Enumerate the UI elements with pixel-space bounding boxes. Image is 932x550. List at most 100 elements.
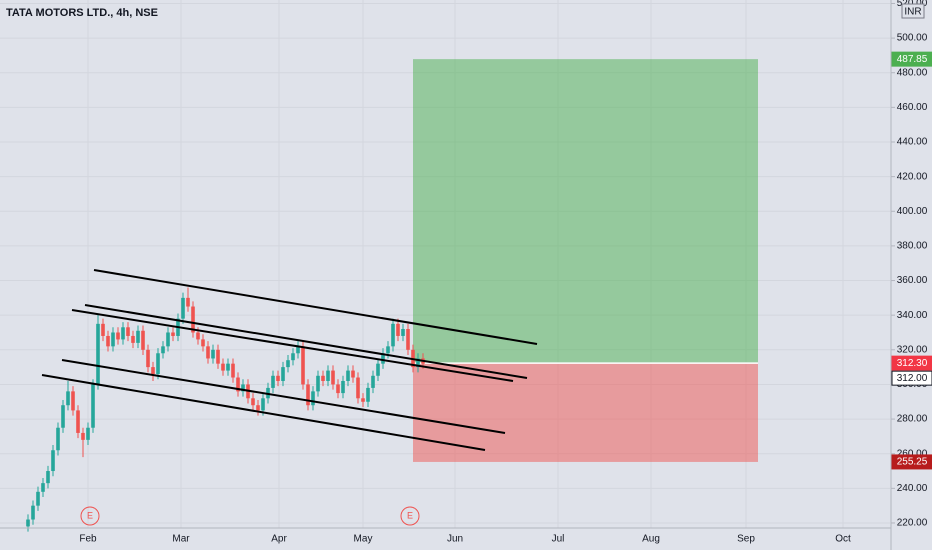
y-tick-label: 500.00 — [897, 33, 928, 44]
x-tick-label: May — [354, 534, 373, 545]
candle-body — [211, 349, 215, 359]
candle-body — [236, 377, 240, 392]
candle-body — [261, 398, 265, 411]
y-tick-label: 320.00 — [897, 344, 928, 355]
candle-body — [396, 323, 400, 336]
earnings-marker — [400, 506, 420, 526]
candle-body — [86, 427, 90, 440]
currency[interactable]: INR — [904, 7, 921, 18]
x-tick-label: Feb — [79, 534, 97, 545]
currency-box[interactable] — [901, 3, 925, 19]
candle-body — [141, 330, 145, 350]
price-label-box — [891, 370, 932, 386]
x-tick-label: Mar — [172, 534, 190, 545]
candle-body — [296, 346, 300, 354]
y-tick-label: 360.00 — [897, 275, 928, 286]
candle-body — [181, 297, 185, 319]
candle-body — [191, 306, 195, 333]
candle-body — [101, 323, 105, 336]
candle-body — [371, 375, 375, 388]
axes: 220.00240.00260.00280.00300.00320.00340.… — [79, 0, 932, 545]
candle-body — [91, 384, 95, 428]
candle-body — [271, 375, 275, 388]
y-tick-label: 340.00 — [897, 310, 928, 321]
candle-body — [171, 332, 175, 336]
candle-body — [226, 363, 230, 371]
candle-body — [276, 375, 280, 381]
trend-line — [93, 269, 538, 345]
candle-body — [221, 363, 225, 371]
candle-body — [381, 353, 385, 364]
candle-body — [26, 519, 30, 527]
candle-body — [241, 384, 245, 392]
earnings-label: E — [407, 510, 413, 520]
candle-body — [301, 346, 305, 385]
price-label: 255.25 — [897, 457, 928, 468]
candle-body — [356, 377, 360, 399]
candle-body — [156, 353, 160, 375]
candle-body — [216, 349, 220, 364]
candle-body — [106, 335, 110, 347]
candle-body — [111, 332, 115, 347]
price-label: 312.00 — [897, 373, 928, 384]
candle-body — [136, 330, 140, 343]
position-box — [413, 59, 758, 462]
candle-body — [131, 335, 135, 343]
candle-body — [116, 332, 120, 340]
candle-body — [196, 332, 200, 340]
target-zone — [413, 59, 758, 364]
candle-body — [386, 346, 390, 354]
price-label: 487.85 — [897, 54, 928, 65]
y-tick-label: 480.00 — [897, 67, 928, 78]
candle-body — [151, 367, 155, 375]
price-label-box — [891, 454, 932, 470]
price-label-box — [891, 355, 932, 371]
candle-body — [306, 384, 310, 406]
y-tick-label: 460.00 — [897, 102, 928, 113]
candle-body — [126, 327, 130, 336]
x-tick-label: Apr — [271, 534, 287, 545]
candle-body — [96, 323, 100, 385]
candle-body — [41, 483, 45, 492]
trend-line — [41, 374, 486, 451]
candle-body — [331, 370, 335, 385]
trend-line — [84, 304, 528, 379]
candle-body — [66, 391, 70, 406]
candle-body — [71, 391, 75, 411]
candle-body — [401, 329, 405, 336]
candle-body — [206, 346, 210, 359]
candle-body — [61, 405, 65, 428]
y-tick-label: 260.00 — [897, 448, 928, 459]
candle-body — [361, 398, 365, 402]
candle-body — [336, 384, 340, 394]
candle-body — [251, 398, 255, 406]
candle-body — [51, 450, 55, 472]
candle-body — [406, 329, 410, 350]
earnings-marker — [80, 506, 100, 526]
candle-body — [231, 363, 235, 378]
candle-body — [121, 327, 125, 340]
candle-body — [46, 471, 50, 484]
candle-body — [56, 427, 60, 451]
candle-body — [366, 387, 370, 402]
chart-title: TATA MOTORS LTD., 4h, NSE — [6, 7, 158, 19]
candle-body — [201, 339, 205, 347]
trend-line — [61, 359, 506, 434]
x-tick-label: Aug — [642, 534, 660, 545]
y-tick-label: 400.00 — [897, 206, 928, 217]
y-tick-label: 420.00 — [897, 171, 928, 182]
candle-body — [291, 353, 295, 361]
y-tick-label: 380.00 — [897, 241, 928, 252]
y-tick-label: 220.00 — [897, 518, 928, 529]
candle-body — [256, 405, 260, 411]
y-tick-label: 440.00 — [897, 137, 928, 148]
candle-body — [166, 332, 170, 347]
candle-body — [161, 346, 165, 354]
candle-body — [316, 375, 320, 392]
candle-body — [321, 375, 325, 381]
candle-body — [286, 360, 290, 368]
candle-body — [346, 370, 350, 381]
price-label-box — [891, 51, 932, 67]
